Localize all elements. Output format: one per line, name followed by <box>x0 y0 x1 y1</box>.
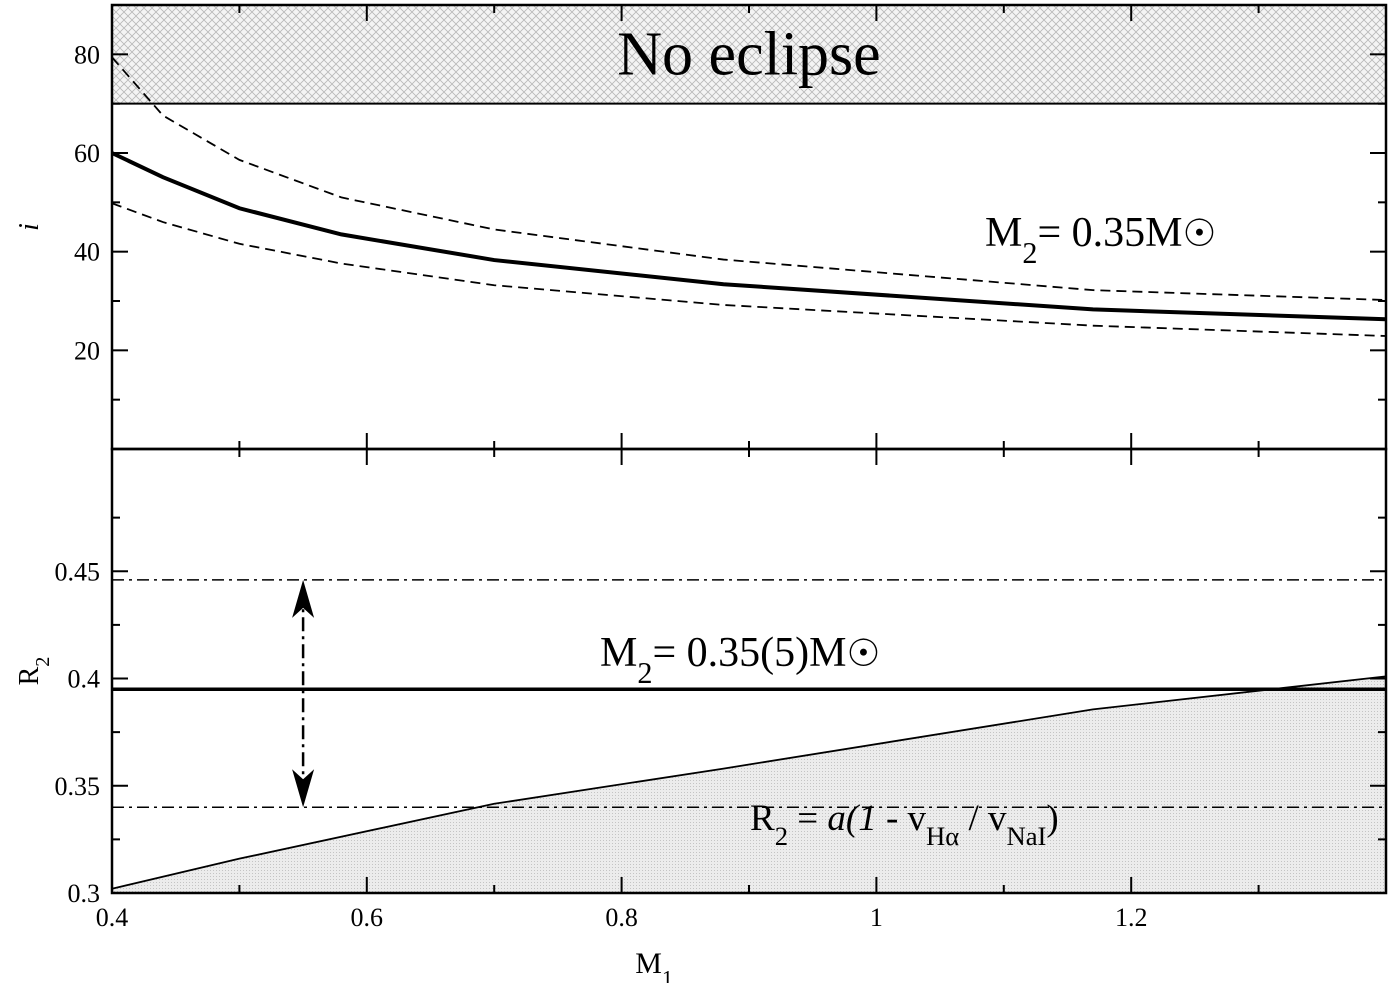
y-tick-label: 80 <box>74 40 100 69</box>
text-part: / v <box>959 798 1007 839</box>
x-tick-label: 1.2 <box>1115 903 1148 932</box>
text-part: = 0.35(5)M <box>652 630 846 676</box>
series-line <box>111 56 1387 301</box>
y-tick-label: 0.35 <box>55 772 101 801</box>
text-part: R <box>14 666 45 685</box>
series-line <box>111 202 1387 337</box>
y-axis-label: R2 <box>14 657 54 686</box>
y-axis-label: i <box>14 223 45 231</box>
x-axis-label: M1 <box>635 947 672 983</box>
text-part: M <box>635 947 662 980</box>
x-tick-label: 0.4 <box>96 903 129 932</box>
y-tick-label: 60 <box>74 139 100 168</box>
text-part: 1 <box>662 966 673 983</box>
text-part: ☉ <box>1183 211 1217 255</box>
y-tick-label: 0.3 <box>68 879 101 908</box>
arrow-head <box>292 769 315 808</box>
text-part: M <box>600 630 637 676</box>
arrow-head <box>292 579 315 618</box>
annotation: R2 = a(1 - vHα / vNaI) <box>750 798 1059 851</box>
text-part: i <box>14 223 45 231</box>
x-tick-label: 0.8 <box>605 903 638 932</box>
text-part: NaI <box>1007 821 1047 851</box>
y-tick-label: 20 <box>74 336 100 365</box>
text-part: R <box>750 798 775 839</box>
y-tick-label: 0.4 <box>68 665 101 694</box>
text-part: Hα <box>926 821 959 851</box>
text-part: 2 <box>1022 236 1037 270</box>
no-eclipse-region <box>112 5 1386 104</box>
text-part: = <box>788 798 827 839</box>
text-part: v <box>908 798 927 839</box>
y-tick-label: 0.45 <box>55 557 101 586</box>
text-part: 2 <box>637 656 652 690</box>
y-tick-label: 40 <box>74 238 100 267</box>
series-line <box>111 151 1387 322</box>
text-part: M <box>985 210 1022 256</box>
shaded-area <box>112 676 1386 893</box>
text-part: a(1 - <box>827 798 907 839</box>
text-part: = 0.35M <box>1037 210 1182 256</box>
text-part: 2 <box>775 821 788 851</box>
annotation: M2= 0.35(5)M☉ <box>600 630 880 690</box>
series-line <box>111 675 1387 890</box>
x-tick-label: 0.6 <box>351 903 384 932</box>
text-part: ) <box>1046 798 1058 839</box>
x-tick-label: 1 <box>870 903 883 932</box>
text-part: ☉ <box>847 631 881 675</box>
region-label: No eclipse <box>617 20 880 88</box>
annotation: M2= 0.35M☉ <box>985 210 1216 270</box>
text-part: 2 <box>32 657 54 667</box>
